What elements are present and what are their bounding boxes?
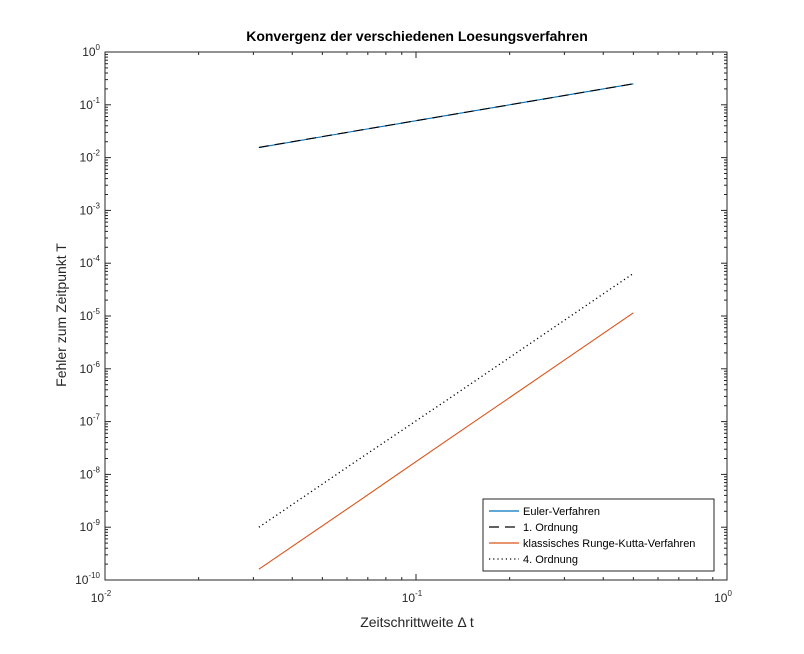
legend-label-euler-verfahren: Euler-Verfahren [523,506,600,518]
y-tick-label: 10-3 [80,201,101,217]
y-tick-label: 100 [82,43,100,59]
y-tick-label-exponent: -6 [93,360,101,369]
legend-box [482,498,715,572]
legend: Euler-Verfahren 1. Ordnung klassisches Run… [482,498,715,572]
y-tick-label-exponent: -1 [93,96,101,105]
y-tick-label-exponent: -2 [93,149,101,158]
y-tick-label-base: 10 [80,256,94,270]
y-tick-label: 10-10 [75,571,100,587]
y-tick-label: 10-5 [80,307,101,323]
x-tick-label: 10-2 [91,589,112,605]
x-tick-label-base: 10 [402,591,416,605]
series-line-euler-verfahren [258,83,634,149]
y-tick-label-exponent: 0 [96,43,101,52]
legend-label-4-ordnung: 4. Ordnung [523,554,578,566]
y-tick-label-base: 10 [80,309,94,323]
y-tick-label-exponent: -5 [93,307,101,316]
x-tick-label-exponent: 0 [727,589,732,598]
legend-label-1-ordnung: 1. Ordnung [523,522,578,534]
x-tick-label: 10-1 [402,589,423,605]
y-tick-label-base: 10 [80,203,94,217]
series-layer [258,83,634,570]
chart-title: Konvergenz der verschiedenen Loesungsver… [246,28,588,44]
y-tick-label: 10-7 [80,413,101,429]
y-tick-label: 10-8 [80,465,101,481]
y-tick-label-base: 10 [75,573,89,587]
y-tick-label-exponent: -4 [93,254,101,263]
y-tick-label-base: 10 [80,415,94,429]
y-tick-label-exponent: -7 [93,413,101,422]
plot-area [104,51,728,581]
y-tick-label-base: 10 [80,98,94,112]
series-line-klassisches-runge-kutta-verfahren [258,312,634,570]
x-tick-label-base: 10 [714,591,728,605]
y-tick-label-exponent: -8 [93,465,101,474]
y-tick-label: 10-6 [80,360,101,376]
y-tick-label-exponent: -9 [93,518,101,527]
y-tick-label-base: 10 [82,45,96,59]
legend-label-klassisches-runge-kutta-verfahren: klassisches Runge-Kutta-Verfahren [523,538,695,550]
y-tick-label-base: 10 [80,467,94,481]
x-tick-label-exponent: -2 [104,589,112,598]
y-tick-label-base: 10 [80,520,94,534]
x-tick-label-base: 10 [91,591,105,605]
y-tick-label: 10-9 [80,518,101,534]
y-tick-label: 10-2 [80,149,101,165]
x-tick-label: 100 [714,589,732,605]
tick-layer: 10-2 10-1 10010-1010-910-810-710-610-510-4… [75,43,732,605]
y-tick-label-exponent: -3 [93,201,101,210]
x-axis-label: Zeitschrittweite Δ t [360,614,474,630]
y-tick-label-exponent: -10 [88,571,100,580]
y-tick-label-base: 10 [80,151,94,165]
y-axis-label: Fehler zum Zeitpunkt T [53,243,69,387]
y-tick-label: 10-1 [80,96,101,112]
x-tick-label-exponent: -1 [415,589,423,598]
y-tick-label: 10-4 [80,254,101,270]
y-tick-label-base: 10 [80,362,94,376]
